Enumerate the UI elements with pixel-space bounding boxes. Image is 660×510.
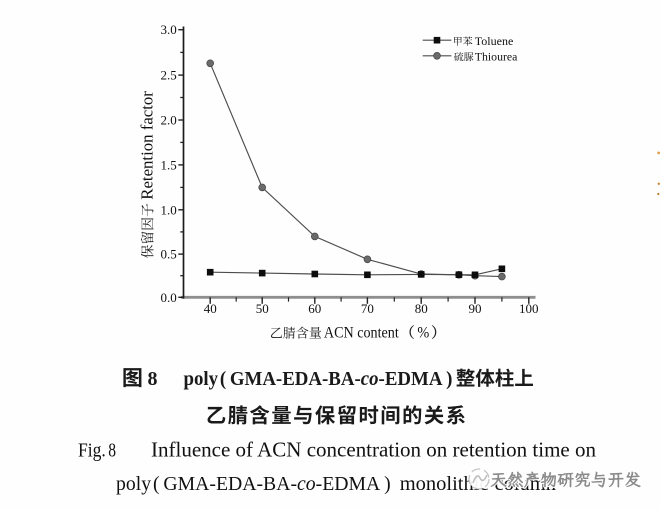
svg-text:poly(GMA-EDA-BA-co-EDMA): poly(GMA-EDA-BA-co-EDMA): [116, 473, 391, 495]
svg-text:%: %: [417, 325, 429, 342]
svg-text:0.5: 0.5: [161, 247, 177, 262]
svg-text:Retention factor: Retention factor: [138, 91, 157, 200]
svg-text:Toluene: Toluene: [475, 34, 513, 48]
svg-text:60: 60: [308, 301, 321, 316]
svg-text:1.5: 1.5: [161, 157, 177, 172]
svg-text:poly(GMA-EDA-BA-co-EDMA): poly(GMA-EDA-BA-co-EDMA): [184, 368, 453, 391]
svg-text:8: 8: [148, 368, 158, 390]
svg-text:70: 70: [361, 301, 374, 316]
svg-text:0.0: 0.0: [161, 290, 177, 305]
svg-text:Fig.: Fig.: [78, 439, 106, 461]
svg-text:90: 90: [469, 301, 482, 316]
svg-text:Thiourea: Thiourea: [475, 49, 518, 63]
svg-text:40: 40: [204, 301, 217, 316]
svg-text:1.0: 1.0: [161, 202, 177, 217]
svg-text:50: 50: [256, 301, 269, 316]
svg-text:100: 100: [519, 301, 539, 316]
svg-text:2.0: 2.0: [161, 113, 177, 128]
svg-text:ACN content: ACN content: [324, 324, 399, 342]
svg-text:8: 8: [108, 439, 116, 461]
svg-text:3.0: 3.0: [161, 22, 177, 37]
svg-text:2.5: 2.5: [161, 68, 177, 83]
svg-text:Influence of ACN concentration: Influence of ACN concentration on retent…: [151, 437, 597, 461]
svg-text:80: 80: [415, 301, 428, 316]
